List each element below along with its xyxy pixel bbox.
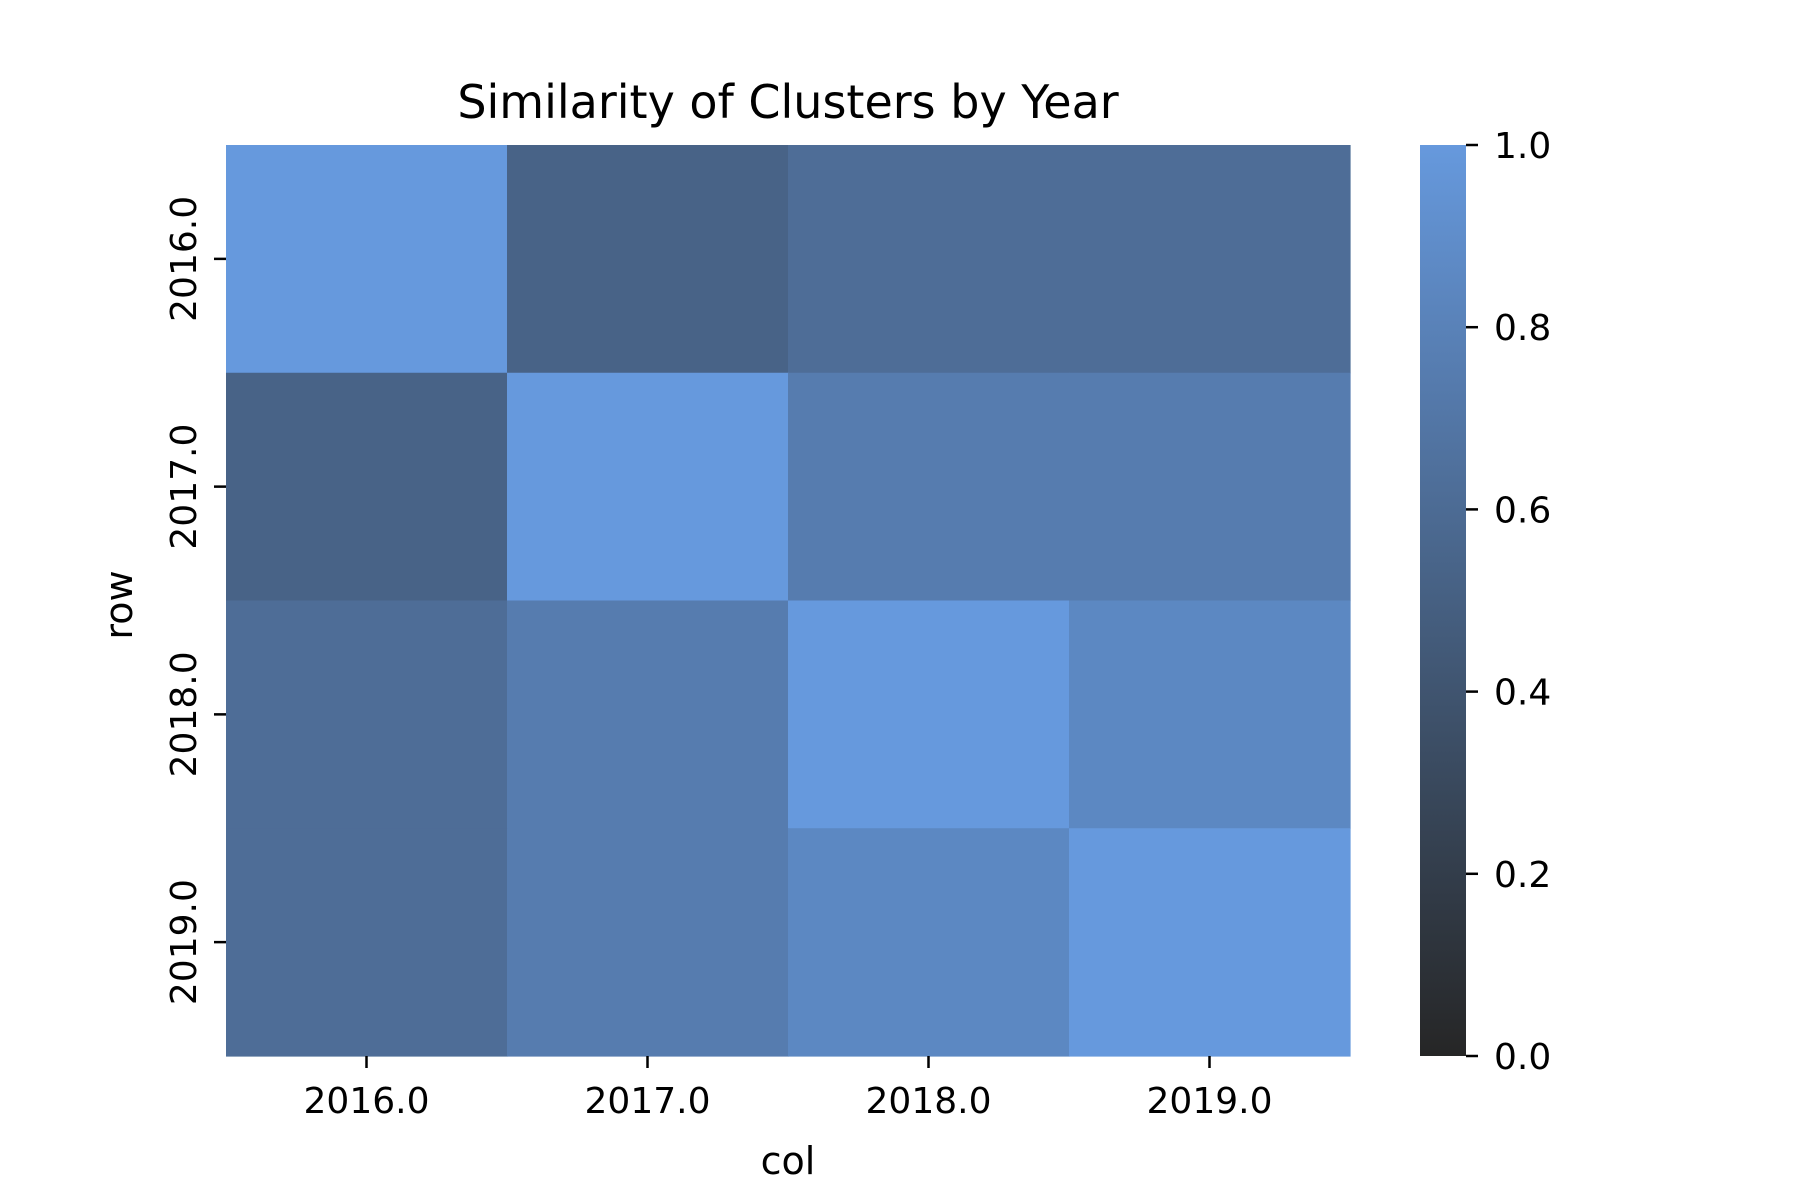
heatmap-cell <box>788 372 1070 602</box>
colorbar-tick-label: 0.4 <box>1494 673 1551 714</box>
y-tick-label: 2017.0 <box>164 424 205 550</box>
x-tick-label: 2016.0 <box>304 1081 430 1122</box>
colorbar-ticks: 0.0 0.2 0.4 0.6 0.8 1.0 <box>1466 126 1551 1078</box>
x-tick-label: 2017.0 <box>585 1081 711 1122</box>
y-axis: 2016.0 2017.0 2018.0 2019.0 <box>164 196 226 1005</box>
heatmap-cell <box>1069 828 1351 1057</box>
x-axis-label: col <box>761 1139 816 1183</box>
heatmap-cell <box>1069 372 1351 602</box>
y-axis-label: row <box>97 570 141 639</box>
x-tick-label: 2019.0 <box>1147 1081 1273 1122</box>
heatmap-cell <box>226 828 508 1057</box>
heatmap-cell <box>788 828 1070 1057</box>
x-tick-label: 2018.0 <box>866 1081 992 1122</box>
y-tick-label: 2018.0 <box>164 651 205 777</box>
colorbar-tick-label: 0.0 <box>1494 1037 1551 1078</box>
heatmap-cell <box>1069 145 1351 374</box>
heatmap-cell <box>788 145 1070 374</box>
heatmap-cell <box>226 145 508 374</box>
heatmap-cell <box>507 828 789 1057</box>
heatmap-cell <box>788 600 1070 829</box>
colorbar-tick-label: 1.0 <box>1494 126 1551 167</box>
x-axis: 2016.0 2017.0 2018.0 2019.0 <box>304 1056 1273 1122</box>
colorbar-tick-label: 0.6 <box>1494 490 1551 531</box>
heatmap-cell <box>226 600 508 829</box>
y-tick-label: 2016.0 <box>164 196 205 322</box>
heatmap-cell <box>507 372 789 602</box>
colorbar-tick-label: 0.8 <box>1494 308 1551 349</box>
heatmap-cell <box>507 600 789 829</box>
colorbar <box>1420 145 1466 1056</box>
chart-title: Similarity of Clusters by Year <box>457 75 1118 129</box>
heatmap-cell <box>226 372 508 602</box>
heatmap-cell <box>1069 600 1351 829</box>
colorbar-tick-label: 0.2 <box>1494 855 1551 896</box>
y-tick-label: 2019.0 <box>164 879 205 1005</box>
heatmap-cells <box>226 145 1351 1057</box>
heatmap-cell <box>507 145 789 374</box>
